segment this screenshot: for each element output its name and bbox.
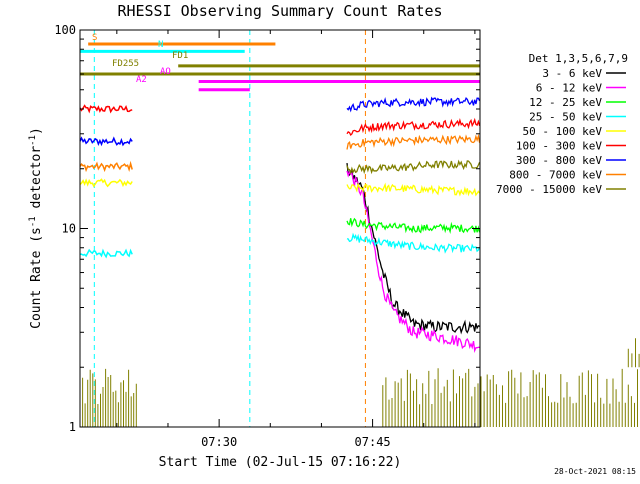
series-line (346, 232, 481, 254)
legend-label: 300 - 800 keV (516, 154, 602, 167)
noise-upper (627, 338, 640, 368)
legend-header: Det 1,3,5,6,7,9 (529, 52, 628, 65)
x-axis-label: Start Time (02-Jul-15 07:16:22) (159, 455, 402, 470)
legend-entry: 7000 - 15000 keV (496, 183, 626, 196)
y-axis-label-group: Count Rate (s-1 detector-1) (28, 127, 44, 329)
series-line (346, 182, 481, 197)
legend-entry: 100 - 300 keV (516, 140, 626, 153)
y-tick-label: 1 (69, 420, 76, 434)
x-tick-label: 07:45 (355, 435, 391, 449)
early-segment-2 (79, 136, 133, 147)
early-segment-4 (79, 178, 133, 188)
series-line (346, 96, 481, 113)
flag-label-fd255: FD255 (112, 59, 139, 69)
x-tick-label: 07:30 (201, 435, 237, 449)
legend-entry: 300 - 800 keV (516, 154, 626, 167)
y-tick-label: 100 (54, 23, 76, 37)
legend-label: 50 - 100 keV (523, 125, 603, 138)
early-segment-3 (79, 160, 133, 173)
footer-date: 28-Oct-2021 08:15 (554, 467, 636, 476)
series-50-100-kev (346, 182, 481, 197)
series-line (346, 170, 480, 354)
y-tick-label: 10 (62, 222, 76, 236)
series-100-300-kev (346, 117, 481, 137)
flag-label-ao: AO (160, 67, 171, 77)
series-300-800-kev (346, 96, 481, 113)
series-25-50-kev (346, 232, 481, 254)
series-7000-15000-kev (346, 159, 481, 175)
early-segment-5 (79, 248, 133, 259)
legend-entry: 50 - 100 keV (523, 125, 626, 138)
legend-entry: 12 - 25 keV (529, 96, 626, 109)
series-line (346, 217, 481, 234)
series-6-12-kev (346, 170, 480, 354)
legend-label: 25 - 50 keV (529, 111, 602, 124)
legend-entry: 25 - 50 keV (529, 111, 626, 124)
flag-label-a2: A2 (136, 75, 147, 85)
axes-layer: 07:30 07:45 1 10 100 (54, 23, 480, 449)
flag-label-s: S (92, 33, 97, 43)
legend-label: 7000 - 15000 keV (496, 183, 602, 196)
legend-entry: 6 - 12 keV (536, 82, 626, 95)
noise-main (382, 368, 638, 427)
y-axis-label: Count Rate (s-1 detector-1) (28, 127, 44, 329)
legend-label: 800 - 7000 keV (509, 169, 602, 182)
series-line (346, 133, 481, 150)
legend-label: 12 - 25 keV (529, 96, 602, 109)
chart-title: RHESSI Observing Summary Count Rates (117, 2, 442, 20)
legend-entry: 3 - 6 keV (542, 67, 626, 80)
series-line (346, 117, 481, 137)
flag-label-fd1: FD1 (172, 51, 188, 61)
legend-label: 6 - 12 keV (536, 82, 603, 95)
legend-label: 3 - 6 keV (542, 67, 602, 80)
series-800-7000-kev (346, 133, 481, 150)
series-line (346, 159, 481, 175)
series-12-25-kev (346, 217, 481, 234)
early-segment-1 (79, 104, 133, 114)
flag-label-n: N (158, 40, 163, 50)
legend-label: 100 - 300 keV (516, 140, 602, 153)
legend-entry: 800 - 7000 keV (509, 169, 626, 182)
